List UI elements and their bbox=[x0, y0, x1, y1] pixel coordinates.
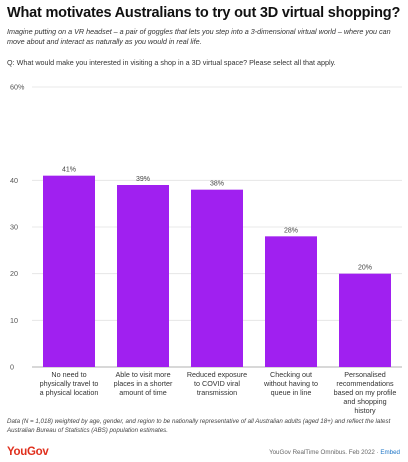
x-tick-label-line: places in a shorter bbox=[114, 379, 173, 388]
survey-question: Q: What would make you interested in vis… bbox=[7, 58, 336, 67]
x-tick-label-line: based on my profile bbox=[334, 388, 397, 397]
x-tick-label: Able to visit more places in a shorter amo… bbox=[114, 370, 173, 397]
y-tick-label: 30 bbox=[10, 223, 18, 232]
x-tick-label: Checking out without having to queue in li… bbox=[263, 370, 318, 397]
data-label: 38% bbox=[210, 181, 224, 188]
y-tick-label: 20 bbox=[10, 269, 18, 278]
x-tick-label-line: history bbox=[354, 406, 376, 415]
x-tick-label-line: a physical location bbox=[40, 388, 99, 397]
x-tick-label-line: to COVID viral bbox=[194, 379, 240, 388]
data-label: 20% bbox=[358, 265, 372, 272]
embed-link[interactable]: Embed bbox=[380, 449, 400, 456]
bar bbox=[191, 189, 243, 367]
x-tick-label-line: queue in line bbox=[271, 388, 312, 397]
source-credit: YouGov RealTime Omnibus. Feb 2022 · Embe… bbox=[269, 449, 400, 456]
bar bbox=[339, 273, 391, 367]
x-tick-label-line: Personalised bbox=[344, 370, 386, 379]
data-label: 41% bbox=[62, 167, 76, 174]
x-tick-label-line: amount of time bbox=[119, 388, 167, 397]
x-tick-label-line: recommendations bbox=[336, 379, 394, 388]
x-tick-label: No need to physically travel to a physical… bbox=[40, 370, 99, 397]
bar bbox=[43, 175, 95, 367]
chart-subtitle: Imagine putting on a VR headset – a pair… bbox=[7, 27, 391, 46]
x-tick-label-line: physically travel to bbox=[40, 379, 99, 388]
x-tick-label: Personalised recommendations based on my p… bbox=[334, 370, 397, 415]
bar bbox=[117, 185, 169, 367]
x-tick-label-line: transmission bbox=[197, 388, 237, 397]
x-tick-label-line: and shopping bbox=[343, 397, 386, 406]
x-tick-label-line: Reduced exposure bbox=[187, 370, 247, 379]
x-tick-label-line: No need to bbox=[51, 370, 86, 379]
y-tick-label: 60% bbox=[10, 83, 25, 92]
bar bbox=[265, 236, 317, 367]
source-text: YouGov RealTime Omnibus. Feb 2022 · bbox=[269, 449, 381, 456]
y-tick-label: 40 bbox=[10, 176, 18, 185]
chart-title: What motivates Australians to try out 3D… bbox=[7, 5, 401, 21]
yougov-logo: YouGov bbox=[7, 446, 49, 458]
bar-chart: 0 10 20 30 40 60% 41% No need to physically trav… bbox=[10, 83, 402, 415]
y-tick-label: 0 bbox=[10, 363, 14, 372]
x-tick-label-line: Able to visit more bbox=[115, 370, 170, 379]
y-tick-label: 10 bbox=[10, 316, 18, 325]
x-tick-label-line: without having to bbox=[263, 379, 318, 388]
x-tick-label-line: Checking out bbox=[270, 370, 312, 379]
methodology-note: Data (N = 1,018) weighted by age, gender… bbox=[7, 418, 391, 434]
data-label: 39% bbox=[136, 176, 150, 183]
data-label: 28% bbox=[284, 227, 298, 234]
x-tick-label: Reduced exposure to COVID viral transmissi… bbox=[187, 370, 247, 397]
